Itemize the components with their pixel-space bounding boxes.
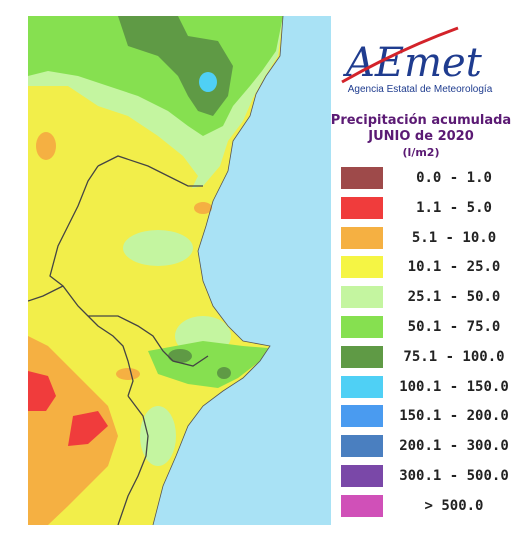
- zone-75-100-south-b: [217, 367, 231, 379]
- legend-row: 0.0 - 1.0: [341, 167, 511, 191]
- aemet-logo: AEmet: [341, 26, 483, 86]
- legend-label: 10.1 - 25.0: [407, 259, 501, 276]
- legend-label: 100.1 - 150.0: [399, 378, 509, 395]
- aemet-subtitle: Agencia Estatal de Meteorología: [347, 84, 493, 95]
- legend-label: > 500.0: [424, 497, 484, 514]
- legend-swatch: [341, 196, 383, 219]
- legend-row: 100.1 - 150.0: [341, 375, 511, 400]
- legend-swatch: [341, 375, 383, 398]
- legend-row: 300.1 - 500.0: [341, 465, 511, 489]
- legend-row: 5.1 - 10.0: [341, 226, 511, 251]
- legend-title: Precipitación acumulada: [330, 113, 512, 128]
- legend-row: 1.1 - 5.0: [341, 196, 511, 221]
- zone-25-50-center: [123, 230, 193, 266]
- legend-row: 50.1 - 75.0: [341, 316, 511, 340]
- legend-label: 300.1 - 500.0: [399, 468, 509, 484]
- zone-5-10-spot-c: [116, 368, 140, 380]
- legend-swatch: [341, 345, 383, 368]
- legend-swatch: [341, 167, 383, 189]
- province-borders: [28, 155, 209, 525]
- zone-1-5-southwest-a: [28, 371, 56, 411]
- coastline: [152, 16, 284, 525]
- legend-row: 200.1 - 300.0: [341, 435, 511, 459]
- legend-label: 75.1 - 100.0: [403, 348, 505, 365]
- precipitation-map: [28, 16, 331, 525]
- legend-swatch: [341, 435, 383, 458]
- zone-10-25-center: [28, 86, 198, 206]
- legend-row: 75.1 - 100.0: [341, 345, 511, 370]
- zone-25-50-south: [140, 406, 176, 466]
- legend-units: (l/m2): [402, 146, 440, 159]
- legend-swatch: [341, 226, 383, 249]
- legend-row: 150.1 - 200.0: [341, 405, 511, 429]
- logo-swoosh: [341, 26, 459, 84]
- legend-label: 5.1 - 10.0: [411, 229, 497, 246]
- legend-label: 200.1 - 300.0: [399, 438, 509, 455]
- zone-5-10-spot-b: [194, 202, 212, 214]
- legend-label: 25.1 - 50.0: [407, 289, 501, 306]
- legend-label: 0.0 - 1.0: [416, 170, 492, 186]
- legend-swatch: [341, 405, 383, 428]
- zone-100-150-north: [199, 72, 217, 92]
- zone-1-5-southwest-b: [68, 411, 108, 446]
- legend-row: > 500.0: [341, 494, 511, 519]
- zone-75-100-south-a: [168, 349, 192, 363]
- legend-swatch: [341, 286, 383, 309]
- legend-label: 150.1 - 200.0: [399, 408, 509, 425]
- legend-swatch: [341, 316, 383, 338]
- legend-swatch: [341, 494, 383, 517]
- legend-swatch: [341, 256, 383, 279]
- legend-swatch: [341, 465, 383, 487]
- legend-label: 1.1 - 5.0: [416, 199, 492, 216]
- legend-period: JUNIO de 2020: [368, 129, 474, 144]
- legend-label: 50.1 - 75.0: [407, 319, 501, 335]
- zone-5-10-spot-a: [36, 132, 56, 160]
- legend-row: 25.1 - 50.0: [341, 286, 511, 310]
- legend-row: 10.1 - 25.0: [341, 256, 511, 280]
